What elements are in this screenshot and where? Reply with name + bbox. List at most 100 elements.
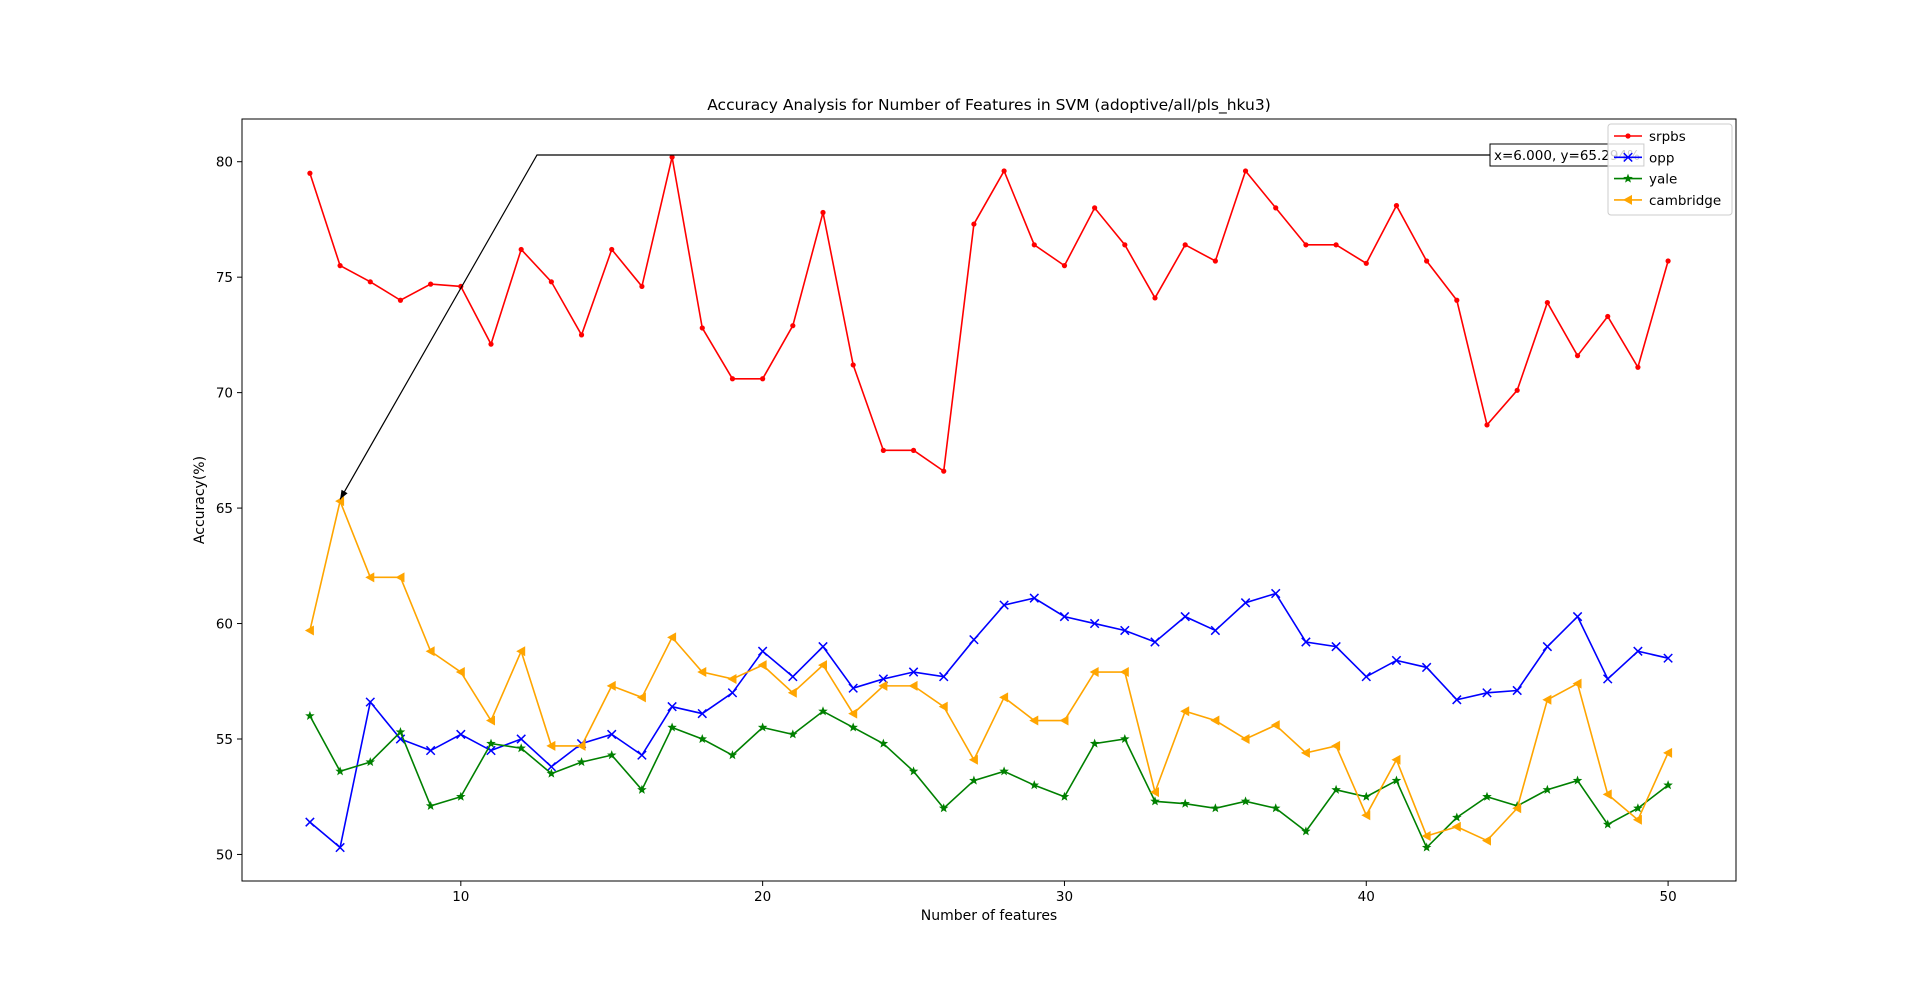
data-point-srpbs <box>337 263 343 269</box>
data-point-yale <box>1120 733 1130 744</box>
data-point-opp <box>1572 611 1583 622</box>
data-point-srpbs <box>367 279 373 285</box>
x-tick-label: 20 <box>754 889 771 905</box>
data-point-srpbs <box>1574 353 1581 359</box>
data-point-opp <box>757 646 768 656</box>
data-point-yale <box>1602 819 1613 829</box>
data-point-yale <box>1210 803 1221 813</box>
data-point-yale <box>908 766 919 776</box>
data-point-cambridge <box>455 667 465 678</box>
data-point-cambridge <box>576 740 586 751</box>
data-point-opp <box>1452 695 1462 705</box>
data-point-yale <box>938 803 949 813</box>
data-point-yale <box>1391 775 1402 785</box>
data-point-srpbs <box>1665 258 1671 264</box>
data-point-yale <box>1633 803 1643 813</box>
data-point-srpbs <box>1152 295 1158 301</box>
annotation-arrowhead <box>340 489 348 500</box>
data-point-cambridge <box>425 646 435 657</box>
data-point-opp <box>1663 653 1673 663</box>
data-point-yale <box>1150 796 1160 806</box>
legend-item-opp: opp <box>1614 150 1674 166</box>
data-point-cambridge <box>1150 787 1159 798</box>
x-tick-label: 40 <box>1358 889 1375 905</box>
data-point-srpbs <box>790 323 796 329</box>
data-point-cambridge <box>667 632 677 643</box>
legend-label-opp: opp <box>1649 150 1674 166</box>
data-point-cambridge <box>1602 789 1612 800</box>
y-tick-label: 70 <box>216 386 233 402</box>
data-point-yale <box>969 775 979 785</box>
plot-frame <box>241 118 1737 882</box>
data-point-srpbs <box>1273 205 1279 211</box>
legend-label-cambridge: cambridge <box>1649 193 1721 209</box>
annotation-arrow <box>339 154 1490 500</box>
data-point-srpbs <box>1001 168 1007 174</box>
data-point-cambridge <box>516 646 526 657</box>
data-point-cambridge <box>818 660 827 671</box>
data-point-opp <box>425 745 436 756</box>
x-axis: 10 20 30 40 50 <box>452 881 1677 905</box>
legend-marker-yale <box>1623 173 1633 183</box>
data-point-srpbs <box>880 447 886 453</box>
data-point-cambridge <box>606 680 616 691</box>
data-point-opp <box>1391 655 1402 666</box>
data-point-opp <box>365 697 376 707</box>
data-point-opp <box>456 729 466 740</box>
data-point-yale <box>1301 826 1311 836</box>
x-tick-label: 10 <box>452 889 469 905</box>
data-point-cambridge <box>727 673 737 684</box>
data-point-cambridge <box>1210 715 1220 726</box>
y-tick-label: 80 <box>216 155 233 171</box>
data-point-srpbs <box>760 376 766 382</box>
y-tick-label: 65 <box>216 501 233 517</box>
y-axis-label: Accuracy(%) <box>192 456 208 544</box>
series-line-opp <box>309 592 1669 849</box>
data-point-opp <box>1421 662 1432 673</box>
data-point-opp <box>908 667 919 677</box>
data-point-opp <box>818 641 828 652</box>
data-point-cambridge <box>848 708 858 719</box>
x-axis-label: Number of features <box>921 908 1057 924</box>
y-tick-label: 60 <box>216 617 233 633</box>
data-point-cambridge <box>1482 835 1491 846</box>
data-point-srpbs <box>1333 242 1339 248</box>
data-point-yale <box>999 766 1009 776</box>
data-point-cambridge <box>486 715 495 726</box>
data-point-cambridge <box>968 754 978 765</box>
data-point-yale <box>1482 791 1492 801</box>
data-point-opp <box>1602 674 1613 684</box>
data-point-yale <box>395 727 406 737</box>
y-tick-label: 50 <box>216 847 233 863</box>
annotation-text: x=6.000, y=65.294% <box>1494 148 1640 164</box>
data-point-opp <box>788 671 798 682</box>
data-point-opp <box>1240 598 1251 608</box>
data-point-opp <box>848 683 858 693</box>
data-point-yale <box>637 784 647 794</box>
data-point-yale <box>727 750 738 760</box>
data-point-yale <box>848 722 858 732</box>
data-point-yale <box>606 750 617 760</box>
data-point-yale <box>576 757 587 767</box>
data-point-cambridge <box>1391 754 1401 765</box>
series-yale <box>305 706 1673 852</box>
data-point-opp <box>969 634 979 645</box>
data-point-cambridge <box>1361 810 1371 821</box>
data-point-srpbs <box>578 332 585 338</box>
series-cambridge <box>304 496 1673 846</box>
data-point-yale <box>516 743 526 753</box>
data-point-opp <box>999 600 1009 610</box>
data-point-cambridge <box>304 625 314 636</box>
y-tick-label: 55 <box>216 732 233 748</box>
data-point-yale <box>818 706 828 716</box>
data-point-srpbs <box>1031 242 1037 248</box>
data-point-srpbs <box>729 376 736 382</box>
data-point-srpbs <box>1212 258 1218 264</box>
data-point-yale <box>1572 775 1583 785</box>
legend: srpbs opp yale cambridge <box>1607 123 1733 216</box>
data-point-srpbs <box>971 221 977 227</box>
data-point-srpbs <box>518 246 524 253</box>
data-point-cambridge <box>1270 720 1280 731</box>
data-point-yale <box>697 733 708 744</box>
